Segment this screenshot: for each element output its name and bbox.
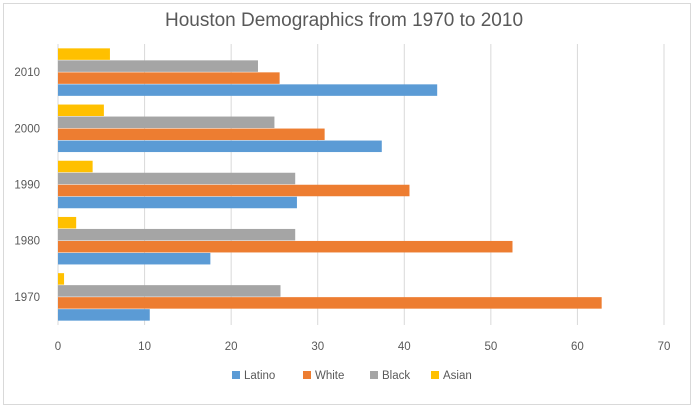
legend-swatch-latino: [232, 371, 240, 379]
bar-latino-1970: [58, 309, 150, 321]
bars: [58, 48, 602, 321]
x-tick-label: 0: [55, 341, 61, 353]
bar-asian-2000: [58, 104, 104, 117]
x-tick-label: 10: [138, 341, 151, 353]
bar-latino-1990: [58, 196, 297, 209]
bar-latino-1980: [58, 252, 211, 265]
y-tick-label: 2000: [14, 123, 40, 135]
legend-swatch-white: [303, 371, 311, 379]
x-tick-label: 60: [571, 341, 584, 353]
y-tick-label: 1980: [14, 236, 40, 248]
bar-black-1990: [58, 172, 296, 185]
bar-white-1990: [58, 184, 410, 197]
bar-white-2010: [58, 72, 280, 84]
legend-label-asian: Asian: [443, 370, 472, 382]
y-tick-label: 2010: [14, 67, 40, 79]
x-tick-label: 30: [311, 341, 324, 353]
bar-black-2010: [58, 60, 258, 72]
bar-latino-2000: [58, 140, 382, 153]
bar-asian-2010: [58, 48, 110, 60]
bar-black-2000: [58, 116, 275, 129]
legend: Latino White Black Asian: [232, 370, 472, 382]
bar-latino-2010: [58, 84, 438, 96]
x-tick-label: 40: [398, 341, 411, 353]
chart-title: Houston Demographics from 1970 to 2010: [165, 10, 523, 31]
y-tick-label: 1970: [14, 292, 40, 304]
y-tick-label: 1990: [14, 180, 40, 192]
legend-swatch-black: [370, 371, 378, 379]
x-tick-label: 50: [484, 341, 497, 353]
legend-label-black: Black: [382, 370, 410, 382]
legend-label-latino: Latino: [244, 370, 275, 382]
y-axis-labels: 1970 1980 1990 2000 2010: [14, 67, 40, 304]
x-tick-label: 70: [658, 341, 671, 353]
legend-label-white: White: [315, 370, 344, 382]
bar-asian-1970: [58, 273, 65, 285]
bar-asian-1990: [58, 160, 93, 173]
bar-asian-1980: [58, 216, 77, 229]
bar-white-1970: [58, 297, 602, 309]
bar-white-2000: [58, 128, 325, 141]
x-axis-labels: 0 10 20 30 40 50 60 70: [55, 341, 671, 353]
bar-black-1970: [58, 285, 281, 297]
legend-swatch-asian: [431, 371, 439, 379]
bar-white-1980: [58, 240, 513, 253]
x-tick-label: 20: [225, 341, 238, 353]
bar-black-1980: [58, 228, 296, 241]
